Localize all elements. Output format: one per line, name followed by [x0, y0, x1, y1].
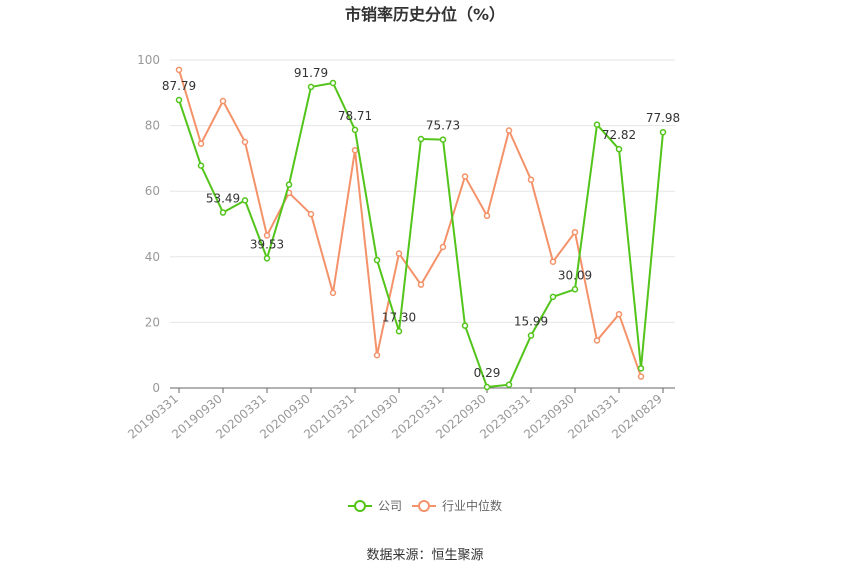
data-point	[307, 83, 315, 91]
data-point	[615, 310, 623, 318]
source-note: 数据来源：恒生聚源	[366, 548, 483, 563]
legend-item-company[interactable]: 公司	[348, 499, 402, 513]
data-point	[439, 243, 447, 251]
data-point	[637, 373, 645, 380]
data-point	[505, 381, 513, 388]
axes: 0204060801002019033120190930202003312020…	[125, 53, 675, 442]
series-line	[178, 69, 642, 377]
data-point	[197, 162, 205, 169]
series-layer	[175, 66, 667, 391]
data-point	[263, 232, 271, 239]
grid	[170, 59, 675, 323]
data-point	[373, 256, 381, 264]
data-point	[505, 127, 513, 134]
data-point	[549, 293, 557, 301]
data-point	[461, 322, 469, 329]
data-point	[593, 121, 601, 128]
legend-label: 公司	[378, 499, 402, 513]
data-point	[571, 286, 579, 293]
data-point	[527, 332, 535, 339]
data-point	[461, 173, 469, 180]
chart-title: 市销率历史分位（%）	[345, 5, 505, 24]
data-point	[527, 176, 535, 183]
data-label: 39.53	[250, 237, 284, 251]
y-tick-label: 80	[145, 119, 160, 133]
data-label: 72.82	[602, 128, 636, 142]
data-labels: 87.79 53.49 39.53 91.79 78.71 17.30 75.73 0.29 1…	[162, 66, 680, 380]
series-industry-median	[175, 66, 645, 380]
data-point	[483, 212, 491, 220]
data-point	[395, 250, 403, 257]
y-tick-label: 40	[145, 250, 160, 264]
data-point	[197, 140, 205, 147]
data-point	[637, 365, 645, 372]
legend-marker	[418, 500, 430, 512]
data-point	[329, 79, 337, 87]
data-point	[241, 197, 249, 204]
series-company	[175, 79, 667, 391]
data-point	[439, 136, 447, 143]
data-label: 17.30	[382, 310, 416, 324]
data-point	[219, 209, 227, 216]
y-tick-label: 100	[137, 53, 160, 67]
data-point	[659, 128, 667, 136]
data-point	[285, 181, 293, 188]
data-point	[571, 228, 579, 236]
data-point	[351, 146, 359, 154]
data-label: 91.79	[294, 66, 328, 80]
data-label: 53.49	[206, 192, 240, 206]
data-label: 77.98	[646, 111, 680, 125]
data-label: 0.29	[474, 366, 501, 380]
data-point	[373, 351, 381, 359]
legend-item-industry-median[interactable]: 行业中位数	[412, 498, 502, 513]
data-label: 15.99	[514, 315, 548, 329]
data-point	[263, 255, 271, 262]
data-point	[417, 281, 425, 288]
legend-marker	[354, 500, 366, 512]
data-label: 87.79	[162, 79, 196, 93]
data-label: 75.73	[426, 119, 460, 133]
data-point	[219, 97, 227, 105]
legend[interactable]: 公司 行业中位数	[348, 498, 502, 513]
data-point	[175, 96, 183, 104]
data-point	[329, 289, 337, 297]
y-tick-label: 20	[145, 315, 160, 329]
data-label: 30.09	[558, 268, 592, 282]
data-point	[615, 145, 623, 153]
data-point	[307, 210, 315, 218]
data-point	[483, 383, 491, 391]
legend-label: 行业中位数	[442, 498, 502, 513]
data-point	[175, 66, 183, 74]
y-tick-label: 60	[145, 184, 160, 198]
data-point	[351, 126, 359, 134]
data-point	[395, 328, 403, 335]
data-point	[593, 337, 601, 344]
y-tick-label: 0	[152, 381, 160, 395]
data-point	[417, 135, 425, 143]
data-label: 78.71	[338, 109, 372, 123]
data-point	[241, 138, 249, 146]
series-line	[178, 81, 664, 389]
data-point	[549, 258, 557, 265]
